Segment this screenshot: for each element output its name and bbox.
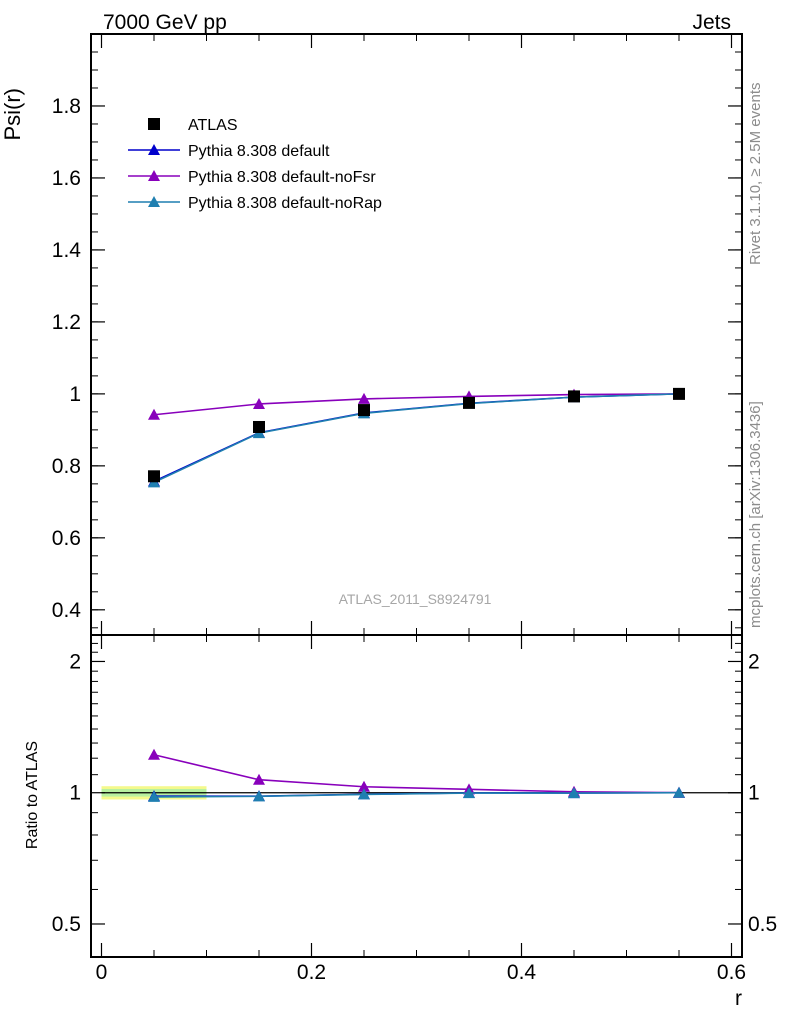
- y-tick-label: 1: [69, 383, 81, 406]
- y-tick-label: 1.2: [52, 311, 81, 334]
- point-nofsr: [148, 408, 160, 420]
- legend-marker-norap: [148, 196, 160, 207]
- atlas-data-point: [463, 396, 475, 409]
- y-tick-label: 0.8: [52, 455, 81, 478]
- series-line-nofsr: [153, 393, 680, 416]
- ratio-y-tick-label-right: 1: [748, 782, 760, 805]
- ratio-y-tick-label: 1: [69, 782, 81, 805]
- ratio-point-nofsr: [253, 773, 265, 785]
- ratio-y-tick-label: 2: [69, 650, 81, 673]
- legend-marker-nofsr: [148, 170, 160, 181]
- ratio-y-tick-label: 0.5: [52, 913, 81, 936]
- watermark: ATLAS_2011_S8924791: [339, 591, 492, 607]
- y-tick-label: 0.6: [52, 527, 81, 550]
- ratio-y-tick-label-right: 2: [748, 650, 760, 673]
- atlas-data-point: [253, 420, 265, 433]
- rivet-label: Rivet 3.1.10, ≥ 2.5M events: [747, 83, 764, 266]
- point-nofsr: [358, 392, 370, 404]
- ratio-point-norap: [253, 790, 265, 802]
- y-tick-label: 1.4: [52, 239, 82, 262]
- ratio-line-nofsr: [153, 753, 680, 794]
- y-tick-label: 1.6: [52, 167, 81, 190]
- ratio-y-tick-label-right: 0.5: [748, 913, 777, 936]
- atlas-data-point: [568, 390, 580, 403]
- ratio-panel-frame: [90, 634, 743, 958]
- legend-label: Pythia 8.308 default-noFsr: [188, 169, 376, 186]
- ratio-point-norap: [463, 787, 475, 799]
- legend-label: Pythia 8.308 default: [188, 143, 330, 160]
- ratio-point-nofsr: [148, 748, 160, 760]
- point-nofsr: [253, 397, 265, 409]
- xlabel: r: [735, 987, 742, 1010]
- legend-label: ATLAS: [188, 117, 238, 134]
- x-tick-label: 0.4: [507, 961, 537, 984]
- ratio-point-norap: [568, 787, 580, 799]
- header-left: 7000 GeV pp: [103, 11, 227, 34]
- legend-marker-default: [148, 144, 160, 155]
- x-tick-label: 0.6: [717, 961, 746, 984]
- x-tick-label: 0.2: [297, 961, 326, 984]
- series-line-norap: [153, 393, 680, 484]
- y-tick-label: 1.8: [52, 95, 81, 118]
- ratio-point-norap: [358, 788, 370, 800]
- legend-label: Pythia 8.308 default-noRap: [188, 195, 382, 212]
- ratio-ylabel: Ratio to ATLAS: [24, 741, 41, 849]
- x-tick-label: 0: [96, 961, 108, 984]
- ratio-point-nofsr: [358, 780, 370, 792]
- atlas-data-point: [148, 470, 160, 483]
- atlas-data-point: [358, 404, 370, 417]
- main-ylabel: Psi(r): [0, 88, 25, 141]
- header-right: Jets: [692, 11, 731, 34]
- atlas-data-point: [673, 387, 685, 400]
- ratio-line-norap: [153, 791, 680, 798]
- legend-marker-atlas: [148, 118, 160, 130]
- ratio-point-norap: [673, 786, 685, 798]
- y-tick-label: 0.4: [52, 599, 82, 622]
- mcplots-label: mcplots.cern.ch [arXiv:1306.3436]: [747, 401, 764, 628]
- ratio-point-norap: [148, 790, 160, 802]
